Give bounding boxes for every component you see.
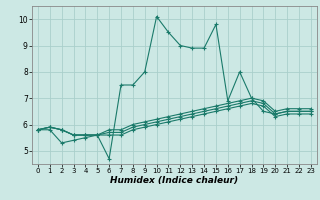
X-axis label: Humidex (Indice chaleur): Humidex (Indice chaleur)	[110, 176, 238, 185]
